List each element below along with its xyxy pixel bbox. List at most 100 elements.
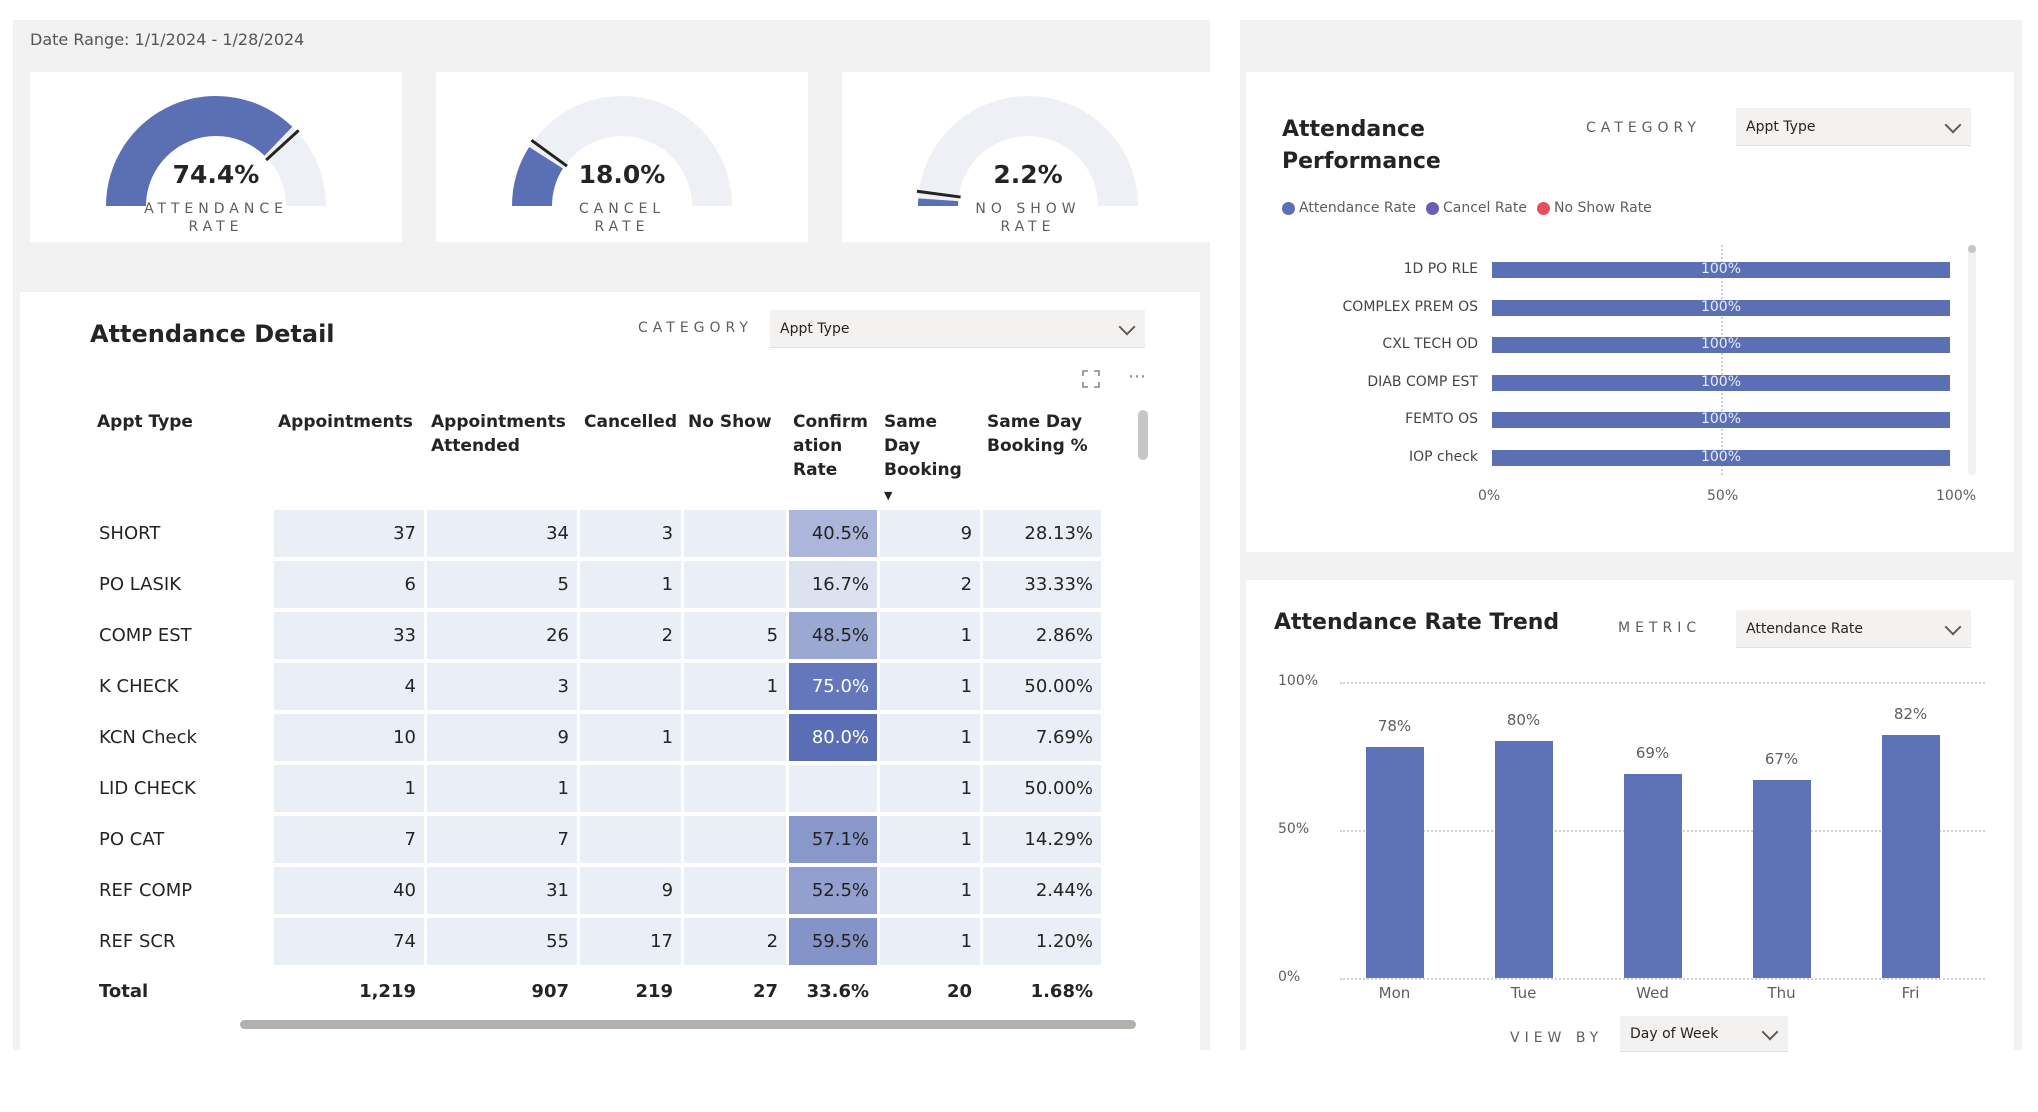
attendance-gauge	[106, 96, 326, 206]
cell-sameday-pct: 50.00%	[983, 765, 1102, 816]
table-row[interactable]: PO LASIK 6 5 1 16.7% 2 33.33%	[93, 561, 1102, 612]
more-options-icon[interactable]: ⋯	[1128, 366, 1146, 387]
cell-attended: 7	[427, 816, 577, 867]
x-axis-category-label: Fri	[1901, 984, 1920, 1002]
table-row[interactable]: LID CHECK 1 1 1 50.00%	[93, 765, 1102, 816]
attendance-detail-table: Appt Type Appointments Appointments Atte…	[90, 410, 1104, 1017]
bar-value-label: 100%	[1700, 261, 1742, 277]
gauge-target-marker	[916, 189, 961, 199]
legend-swatch	[1426, 201, 1439, 215]
table-row[interactable]: K CHECK 4 3 1 75.0% 1 50.00%	[93, 663, 1102, 714]
legend-item-attendance-rate[interactable]: Attendance Rate	[1282, 200, 1416, 216]
view-by-dropdown[interactable]: Day of Week	[1620, 1016, 1788, 1052]
table-row[interactable]: COMP EST 33 26 2 5 48.5% 1 2.86%	[93, 612, 1102, 663]
performance-chart-scrollbar[interactable]	[1968, 245, 1976, 475]
trend-bar[interactable]	[1881, 735, 1940, 978]
cell-attended: 3	[427, 663, 577, 714]
trend-metric-dropdown[interactable]: Attendance Rate	[1736, 610, 1971, 648]
cell-appts: 33	[274, 612, 424, 663]
cell-appts: 4	[274, 663, 424, 714]
kpi-card-noshow[interactable]: 2.2% NO SHOW RATE	[842, 72, 1214, 242]
attendance-rate-bar[interactable]	[1492, 337, 1950, 353]
gauge-target-marker	[530, 138, 568, 168]
chevron-down-icon	[1944, 116, 1962, 133]
bar-value-label: 100%	[1700, 298, 1742, 315]
table-row[interactable]: PO CAT 7 7 57.1% 1 14.29%	[93, 816, 1102, 867]
cell-sameday: 1	[880, 867, 981, 918]
chevron-down-icon	[1944, 618, 1962, 635]
detail-category-dropdown[interactable]: Appt Type	[770, 310, 1145, 348]
trend-bar[interactable]	[1623, 773, 1682, 978]
table-row[interactable]: REF SCR 74 55 17 2 59.5% 1 1.20%	[93, 918, 1102, 969]
expand-icon[interactable]	[1080, 368, 1102, 395]
cell-type: K CHECK	[93, 663, 271, 714]
performance-category-dropdown[interactable]: Appt Type	[1736, 108, 1971, 146]
cell-type: LID CHECK	[93, 765, 271, 816]
gridline	[1340, 682, 1985, 684]
table-horizontal-scrollbar[interactable]	[240, 1020, 1136, 1029]
x-axis-tick-label: 100%	[1936, 488, 1977, 504]
cell-sameday-pct: 33.33%	[983, 561, 1102, 612]
cell-confirm: 40.5%	[789, 510, 878, 561]
trend-bar[interactable]	[1365, 747, 1424, 978]
detail-category-label: CATEGORY	[638, 320, 753, 336]
attendance-rate-bar[interactable]	[1492, 262, 1950, 278]
date-range-label: Date Range: 1/1/2024 - 1/28/2024	[30, 30, 305, 49]
cell-appts: 1	[274, 765, 424, 816]
cell-sameday: 1	[880, 765, 981, 816]
cell-attended: 55	[427, 918, 577, 969]
table-header-row: Appt Type Appointments Appointments Atte…	[93, 410, 1101, 510]
attendance-detail-title: Attendance Detail	[90, 320, 335, 348]
attendance-rate-value: 74.4%	[172, 160, 260, 189]
total-confirm: 33.6%	[789, 969, 878, 1017]
legend-swatch	[1536, 201, 1550, 215]
cell-attended: 34	[427, 510, 577, 561]
total-noshow: 27	[684, 969, 787, 1017]
legend-item-no-show-rate[interactable]: No Show Rate	[1536, 200, 1652, 216]
cell-cancelled: 2	[580, 612, 682, 663]
attendance-rate-bar[interactable]	[1492, 299, 1950, 316]
legend-item-cancel-rate[interactable]: Cancel Rate	[1426, 200, 1527, 216]
cell-attended: 9	[427, 714, 577, 765]
column-header-appointments[interactable]: Appointments	[278, 412, 413, 432]
trend-bar[interactable]	[1494, 741, 1553, 978]
trend-bar-value-label: 80%	[1506, 711, 1541, 730]
attendance-rate-bar[interactable]	[1492, 449, 1950, 466]
performance-category-value: Appt Type	[1746, 118, 1816, 135]
kpi-card-attendance[interactable]: 74.4% ATTENDANCE RATE	[30, 72, 402, 242]
kpi-card-cancel[interactable]: 18.0% CANCEL RATE	[436, 72, 808, 242]
bar-category-label: 1D PO RLE	[1403, 261, 1478, 277]
column-header-attended[interactable]: Appointments Attended	[431, 412, 566, 456]
column-header-appt-type[interactable]: Appt Type	[97, 412, 193, 432]
bar-category-label: DIAB COMP EST	[1367, 373, 1478, 390]
chevron-down-icon	[1118, 318, 1136, 335]
attendance-rate-bar[interactable]	[1492, 412, 1950, 428]
view-by-label: VIEW BY	[1510, 1030, 1604, 1046]
table-row[interactable]: KCN Check 10 9 1 80.0% 1 7.69%	[93, 714, 1102, 765]
attendance-rate-label: ATTENDANCE RATE	[144, 201, 288, 235]
column-header-cancelled[interactable]: Cancelled	[584, 412, 678, 432]
view-by-value: Day of Week	[1630, 1025, 1719, 1042]
table-row[interactable]: REF COMP 40 31 9 52.5% 1 2.44%	[93, 867, 1102, 918]
cell-sameday: 1	[880, 612, 981, 663]
cell-sameday: 1	[880, 714, 981, 765]
gauge-track	[918, 96, 1138, 206]
trend-bar[interactable]	[1752, 779, 1811, 978]
column-header-same-day-booking[interactable]: Same Day Booking ▼	[884, 412, 962, 502]
cell-cancelled: 9	[580, 867, 682, 918]
trend-bar-value-label: 69%	[1635, 743, 1670, 762]
trend-metric-label: METRIC	[1618, 620, 1702, 636]
trend-bar-value-label: 67%	[1764, 749, 1799, 768]
noshow-rate-value: 2.2%	[993, 160, 1063, 189]
cell-appts: 7	[274, 816, 424, 867]
cell-type: PO LASIK	[93, 561, 271, 612]
table-vertical-scrollbar[interactable]	[1138, 410, 1148, 460]
column-header-confirmation-rate[interactable]: Confirm ation Rate	[793, 412, 868, 480]
cell-sameday: 9	[880, 510, 981, 561]
cell-attended: 31	[427, 867, 577, 918]
attendance-rate-bar[interactable]	[1492, 374, 1950, 391]
table-row[interactable]: SHORT 37 34 3 40.5% 9 28.13%	[93, 510, 1102, 561]
column-header-same-day-booking-pct[interactable]: Same Day Booking %	[987, 412, 1088, 456]
column-header-no-show[interactable]: No Show	[688, 412, 772, 432]
cell-type: PO CAT	[93, 816, 271, 867]
